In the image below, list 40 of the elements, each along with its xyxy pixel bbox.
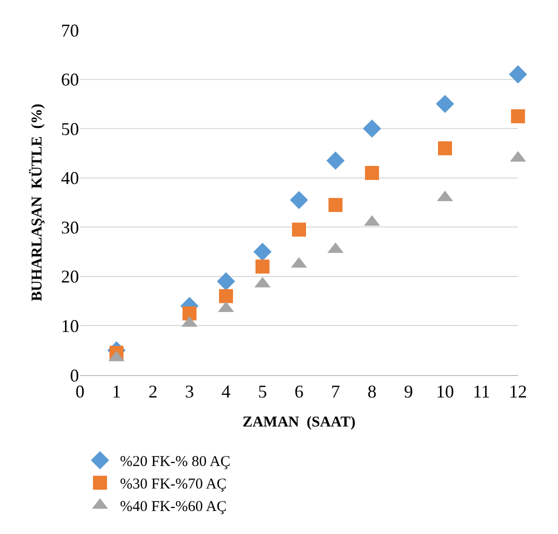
point — [438, 141, 452, 156]
y-tick-label: 70 — [61, 20, 79, 40]
x-tick-label: 9 — [404, 382, 413, 402]
point — [253, 242, 272, 261]
x-tick-label: 7 — [331, 382, 340, 402]
x-tick-label: 10 — [436, 382, 454, 402]
y-tick-label: 60 — [61, 70, 79, 90]
x-tick-label: 12 — [509, 382, 527, 402]
y-tick-label: 50 — [61, 118, 79, 139]
point — [216, 272, 236, 290]
x-axis-title: ZAMAN (SAAT) — [242, 414, 356, 431]
point — [290, 190, 308, 210]
x-tick-label: 8 — [368, 382, 376, 402]
x-tick-label: 2 — [148, 382, 158, 402]
x-tick-label: 1 — [112, 382, 121, 402]
point — [292, 222, 306, 237]
y-tick-label: 0 — [70, 365, 79, 386]
x-tick-label: 6 — [294, 382, 304, 402]
point — [182, 306, 196, 320]
y-axis-title: BUHARLAŞAN KÜTLE (%) — [28, 104, 46, 302]
point — [436, 94, 454, 114]
legend-label: %30 FK-%70 AÇ — [120, 476, 227, 493]
y-tick-label: 20 — [61, 266, 79, 287]
point — [256, 260, 270, 274]
point — [362, 119, 382, 138]
x-tick-label: 3 — [185, 382, 194, 402]
x-tick-label: 11 — [472, 382, 490, 402]
point — [219, 289, 233, 304]
point — [508, 65, 528, 84]
point — [511, 109, 525, 124]
x-tick-label: 4 — [222, 382, 230, 402]
x-tick-label: 5 — [258, 382, 267, 402]
point — [365, 166, 379, 180]
y-tick-label: 40 — [61, 168, 79, 188]
point — [326, 152, 345, 170]
legend-label: %20 FK-% 80 AÇ — [120, 454, 230, 470]
legend-label: %40 FK-%60 AÇ — [120, 499, 227, 516]
point — [328, 198, 342, 212]
y-tick-label: 10 — [61, 316, 79, 336]
y-tick-label: 30 — [61, 217, 79, 238]
